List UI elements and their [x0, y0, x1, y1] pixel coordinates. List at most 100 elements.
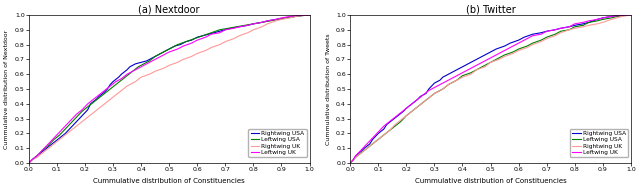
Rightwing UK: [543, 38, 550, 40]
Line: Rightwing USA: Rightwing USA: [29, 15, 310, 163]
Leftwing UK: [349, 159, 357, 161]
Rightwing USA: [627, 14, 635, 16]
Rightwing UK: [221, 40, 229, 43]
Leftwing USA: [500, 54, 508, 56]
Leftwing USA: [495, 57, 503, 59]
Leftwing UK: [250, 23, 257, 25]
Rightwing UK: [386, 129, 394, 132]
Leftwing USA: [112, 83, 120, 86]
Leftwing USA: [151, 55, 159, 58]
Leftwing USA: [73, 116, 81, 118]
Leftwing USA: [363, 147, 371, 149]
Rightwing UK: [137, 76, 145, 78]
Rightwing USA: [445, 73, 452, 75]
Leftwing USA: [565, 29, 573, 31]
Rightwing UK: [25, 162, 33, 164]
Rightwing UK: [397, 119, 404, 121]
Rightwing USA: [95, 95, 103, 98]
Leftwing UK: [140, 64, 148, 66]
Rightwing UK: [78, 121, 86, 123]
Rightwing USA: [599, 17, 607, 19]
Leftwing USA: [146, 60, 154, 62]
Leftwing USA: [50, 138, 58, 141]
Leftwing USA: [627, 14, 635, 16]
Rightwing USA: [486, 51, 494, 53]
Leftwing UK: [236, 26, 243, 28]
Leftwing USA: [467, 72, 475, 74]
Rightwing UK: [374, 138, 382, 141]
Leftwing USA: [292, 15, 300, 17]
Rightwing UK: [403, 114, 410, 117]
Rightwing USA: [182, 40, 190, 43]
Rightwing UK: [250, 29, 257, 31]
Leftwing UK: [39, 149, 47, 151]
X-axis label: Cummulative distribution of Constituencies: Cummulative distribution of Constituenci…: [93, 178, 245, 184]
Leftwing UK: [543, 30, 550, 32]
Legend: Rightwing USA, Leftwing USA, Rightwing UK, Leftwing UK: Rightwing USA, Leftwing USA, Rightwing U…: [248, 129, 307, 157]
Leftwing UK: [202, 36, 209, 38]
Leftwing UK: [425, 89, 433, 92]
Leftwing UK: [129, 70, 136, 72]
Leftwing USA: [182, 40, 190, 43]
Leftwing USA: [619, 14, 627, 17]
Leftwing UK: [374, 131, 382, 133]
Rightwing UK: [352, 156, 360, 158]
Leftwing UK: [585, 20, 593, 22]
Rightwing UK: [486, 61, 494, 64]
Leftwing UK: [551, 29, 559, 31]
Rightwing UK: [216, 43, 223, 46]
Leftwing UK: [346, 162, 354, 164]
Rightwing USA: [264, 20, 271, 22]
Leftwing UK: [512, 43, 520, 46]
Leftwing UK: [484, 58, 492, 61]
Leftwing UK: [165, 51, 173, 53]
Rightwing UK: [67, 129, 75, 132]
Leftwing UK: [84, 103, 92, 105]
Rightwing UK: [124, 85, 131, 87]
Leftwing USA: [61, 128, 69, 130]
Rightwing UK: [230, 38, 237, 40]
Leftwing UK: [490, 55, 497, 58]
Leftwing UK: [500, 49, 508, 52]
Leftwing USA: [298, 14, 305, 17]
Leftwing UK: [188, 42, 195, 44]
Leftwing UK: [33, 155, 41, 157]
Rightwing UK: [613, 17, 621, 19]
Rightwing UK: [515, 49, 522, 52]
Leftwing UK: [61, 125, 69, 127]
Leftwing UK: [112, 80, 120, 83]
Leftwing UK: [25, 162, 33, 164]
Leftwing UK: [565, 26, 573, 28]
Leftwing UK: [56, 131, 63, 133]
Rightwing UK: [202, 49, 209, 52]
Leftwing UK: [216, 32, 223, 34]
Leftwing UK: [599, 17, 607, 19]
Leftwing USA: [445, 83, 452, 86]
Leftwing USA: [459, 75, 467, 77]
Leftwing UK: [478, 61, 486, 64]
Leftwing USA: [250, 23, 257, 25]
Rightwing UK: [118, 89, 125, 92]
Rightwing UK: [557, 32, 564, 34]
Rightwing UK: [278, 18, 285, 20]
Rightwing UK: [551, 35, 559, 37]
Leftwing UK: [607, 15, 615, 17]
Rightwing UK: [380, 134, 388, 136]
Leftwing UK: [450, 76, 458, 78]
Rightwing UK: [73, 125, 81, 127]
Leftwing USA: [613, 15, 621, 17]
Leftwing UK: [557, 27, 564, 29]
Leftwing USA: [481, 64, 489, 66]
Leftwing UK: [146, 61, 154, 64]
Leftwing UK: [73, 113, 81, 115]
Leftwing USA: [165, 48, 173, 50]
Leftwing UK: [298, 14, 305, 16]
Rightwing UK: [244, 32, 252, 34]
Leftwing USA: [509, 51, 517, 53]
Leftwing USA: [95, 97, 103, 99]
Leftwing UK: [627, 14, 635, 16]
Leftwing USA: [408, 110, 416, 112]
Leftwing UK: [461, 70, 469, 72]
Leftwing UK: [106, 85, 114, 87]
Leftwing USA: [397, 121, 404, 123]
